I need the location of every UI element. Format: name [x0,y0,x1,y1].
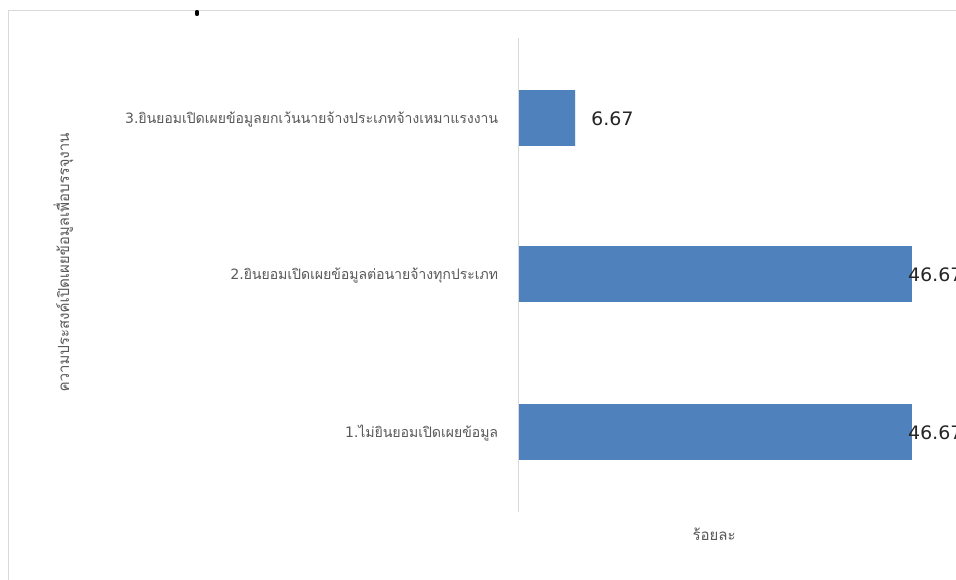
category-labels-group: 1.ไม่ยินยอมเปิดเผยข้อมูล 2.ยินยอมเปิดเผยข… [125,111,498,441]
top-mark [195,10,199,16]
value-labels-group: 46.67 46.67 6.67 [591,108,956,444]
bar-1 [519,404,912,460]
chart-frame [8,10,956,580]
value-label-2: 46.67 [908,264,956,286]
category-label-3: 3.ยินยอมเปิดเผยข้อมูลยกเว้นนายจ้างประเภท… [125,111,498,127]
value-label-3: 6.67 [591,108,633,130]
y-axis-title: ความประสงค์เปิดเผยข้อมูลเพื่อบรรจุงาน [53,133,74,392]
x-axis-title: ร้อยละ [692,526,735,544]
bar-2 [519,246,912,302]
value-label-1: 46.67 [908,422,956,444]
category-label-1: 1.ไม่ยินยอมเปิดเผยข้อมูล [345,424,498,441]
category-label-2: 2.ยินยอมเปิดเผยข้อมูลต่อนายจ้างทุกประเภท [230,267,498,283]
bars-group [519,90,912,460]
bar-3 [519,90,576,146]
